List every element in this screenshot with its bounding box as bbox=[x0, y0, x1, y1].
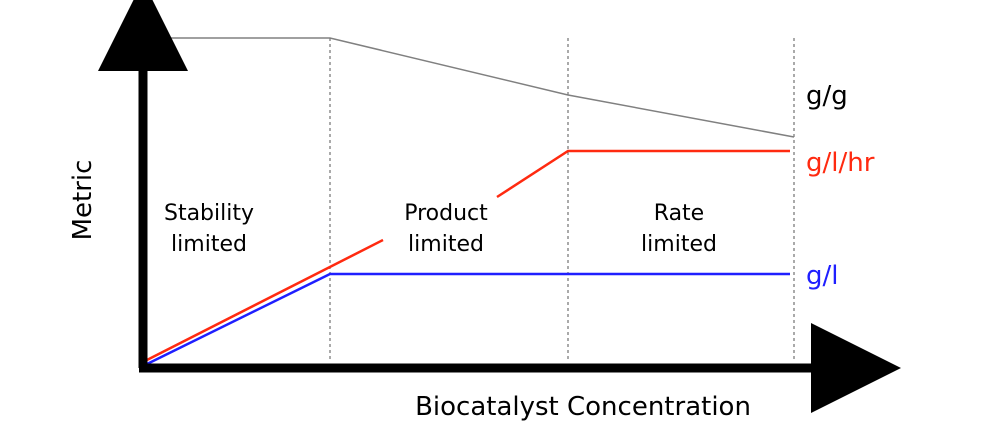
region-label-rate-line1: Rate bbox=[654, 201, 704, 226]
region-label-stability-line1: Stability bbox=[164, 201, 254, 226]
y-axis-label: Metric bbox=[68, 160, 98, 241]
region-label-product-line1: Product bbox=[404, 201, 488, 226]
series-label-g-g: g/g bbox=[806, 81, 848, 111]
series-line-g-l-hr-upper bbox=[496, 149, 790, 199]
x-axis-label: Biocatalyst Concentration bbox=[415, 392, 751, 422]
region-label-rate-line2: limited bbox=[641, 232, 717, 257]
series-line-g-l bbox=[142, 272, 790, 368]
series-label-g-l: g/l bbox=[806, 261, 839, 291]
region-label-product-line2: limited bbox=[408, 232, 484, 257]
region-label-stability-line2: limited bbox=[171, 232, 247, 257]
series-line-g-g bbox=[145, 37, 795, 138]
series-line-g-l-hr-lower bbox=[142, 238, 384, 364]
series-label-g-l-hr: g/l/hr bbox=[806, 148, 875, 178]
